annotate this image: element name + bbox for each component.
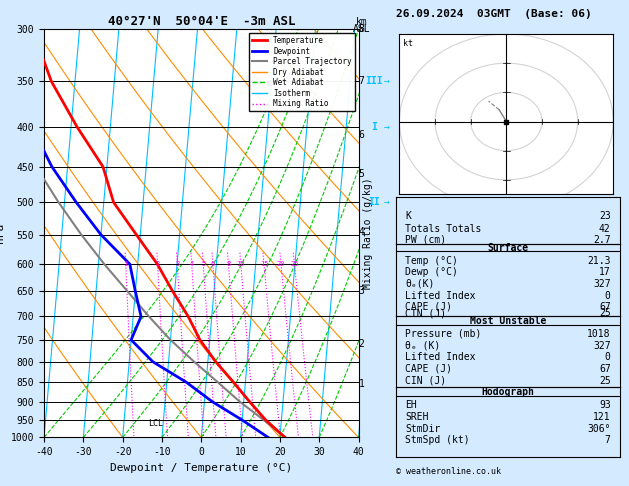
Text: 42: 42: [599, 225, 611, 234]
Text: LCL: LCL: [148, 419, 163, 428]
Text: Pressure (mb): Pressure (mb): [405, 329, 482, 339]
Text: ASL: ASL: [353, 24, 370, 34]
Text: CAPE (J): CAPE (J): [405, 302, 452, 312]
Text: 25: 25: [599, 308, 611, 318]
Text: 25: 25: [290, 261, 299, 267]
Text: 8: 8: [359, 24, 365, 34]
Text: EH: EH: [405, 400, 417, 410]
Title: 40°27'N  50°04'E  -3m ASL: 40°27'N 50°04'E -3m ASL: [108, 15, 295, 28]
Text: CIN (J): CIN (J): [405, 376, 447, 386]
Text: Most Unstable: Most Unstable: [470, 316, 546, 326]
Text: 3: 3: [175, 261, 179, 267]
Text: 17: 17: [599, 267, 611, 277]
Text: 327: 327: [593, 279, 611, 289]
Text: Totals Totals: Totals Totals: [405, 225, 482, 234]
Text: 306°: 306°: [587, 424, 611, 434]
Text: 8: 8: [226, 261, 231, 267]
Text: 93: 93: [599, 400, 611, 410]
Text: 3: 3: [359, 286, 365, 296]
Text: 67: 67: [599, 302, 611, 312]
Text: Surface: Surface: [487, 243, 528, 253]
Text: © weatheronline.co.uk: © weatheronline.co.uk: [396, 467, 501, 476]
Text: CAPE (J): CAPE (J): [405, 364, 452, 374]
Text: 2.7: 2.7: [593, 235, 611, 245]
Text: Lifted Index: Lifted Index: [405, 352, 476, 362]
Text: Mixing Ratio (g/kg): Mixing Ratio (g/kg): [363, 177, 373, 289]
Text: →: →: [384, 122, 389, 132]
Text: θₑ (K): θₑ (K): [405, 341, 440, 350]
Y-axis label: hPa: hPa: [0, 223, 5, 243]
Text: 25: 25: [599, 376, 611, 386]
Text: 5: 5: [359, 169, 365, 179]
Text: 5: 5: [201, 261, 206, 267]
Text: 4: 4: [189, 261, 194, 267]
Text: 121: 121: [593, 412, 611, 422]
Text: 10: 10: [237, 261, 245, 267]
Text: 6: 6: [359, 130, 365, 140]
Text: StmDir: StmDir: [405, 424, 440, 434]
Text: III: III: [365, 76, 383, 87]
Legend: Temperature, Dewpoint, Parcel Trajectory, Dry Adiabat, Wet Adiabat, Isotherm, Mi: Temperature, Dewpoint, Parcel Trajectory…: [248, 33, 355, 111]
Text: II: II: [369, 197, 380, 208]
Text: Temp (°C): Temp (°C): [405, 256, 458, 265]
Text: K: K: [405, 211, 411, 221]
Text: 327: 327: [593, 341, 611, 350]
Text: PW (cm): PW (cm): [405, 235, 447, 245]
Text: I: I: [371, 122, 377, 132]
Text: 1: 1: [359, 379, 365, 389]
Text: kt: kt: [403, 39, 413, 48]
Text: CIN (J): CIN (J): [405, 308, 447, 318]
Text: 2: 2: [155, 261, 160, 267]
Text: θₑ(K): θₑ(K): [405, 279, 435, 289]
X-axis label: Dewpoint / Temperature (°C): Dewpoint / Temperature (°C): [110, 463, 292, 473]
Text: 26.09.2024  03GMT  (Base: 06): 26.09.2024 03GMT (Base: 06): [396, 9, 592, 19]
Text: 20: 20: [277, 261, 285, 267]
Text: 15: 15: [260, 261, 268, 267]
Text: 1: 1: [123, 261, 128, 267]
Text: 4: 4: [359, 226, 365, 237]
Text: Lifted Index: Lifted Index: [405, 291, 476, 301]
Text: Dewp (°C): Dewp (°C): [405, 267, 458, 277]
Text: SREH: SREH: [405, 412, 429, 422]
Text: 7: 7: [359, 76, 365, 87]
Text: km: km: [356, 17, 367, 27]
Text: 0: 0: [604, 291, 611, 301]
Text: 0: 0: [604, 352, 611, 362]
Text: 2: 2: [359, 339, 365, 349]
Text: →: →: [384, 76, 389, 87]
Text: 1018: 1018: [587, 329, 611, 339]
Text: 21.3: 21.3: [587, 256, 611, 265]
Text: 7: 7: [604, 435, 611, 446]
Text: 67: 67: [599, 364, 611, 374]
Text: StmSpd (kt): StmSpd (kt): [405, 435, 470, 446]
Text: Hodograph: Hodograph: [481, 387, 535, 398]
Text: 23: 23: [599, 211, 611, 221]
Text: →: →: [384, 197, 389, 208]
Text: 6: 6: [211, 261, 215, 267]
